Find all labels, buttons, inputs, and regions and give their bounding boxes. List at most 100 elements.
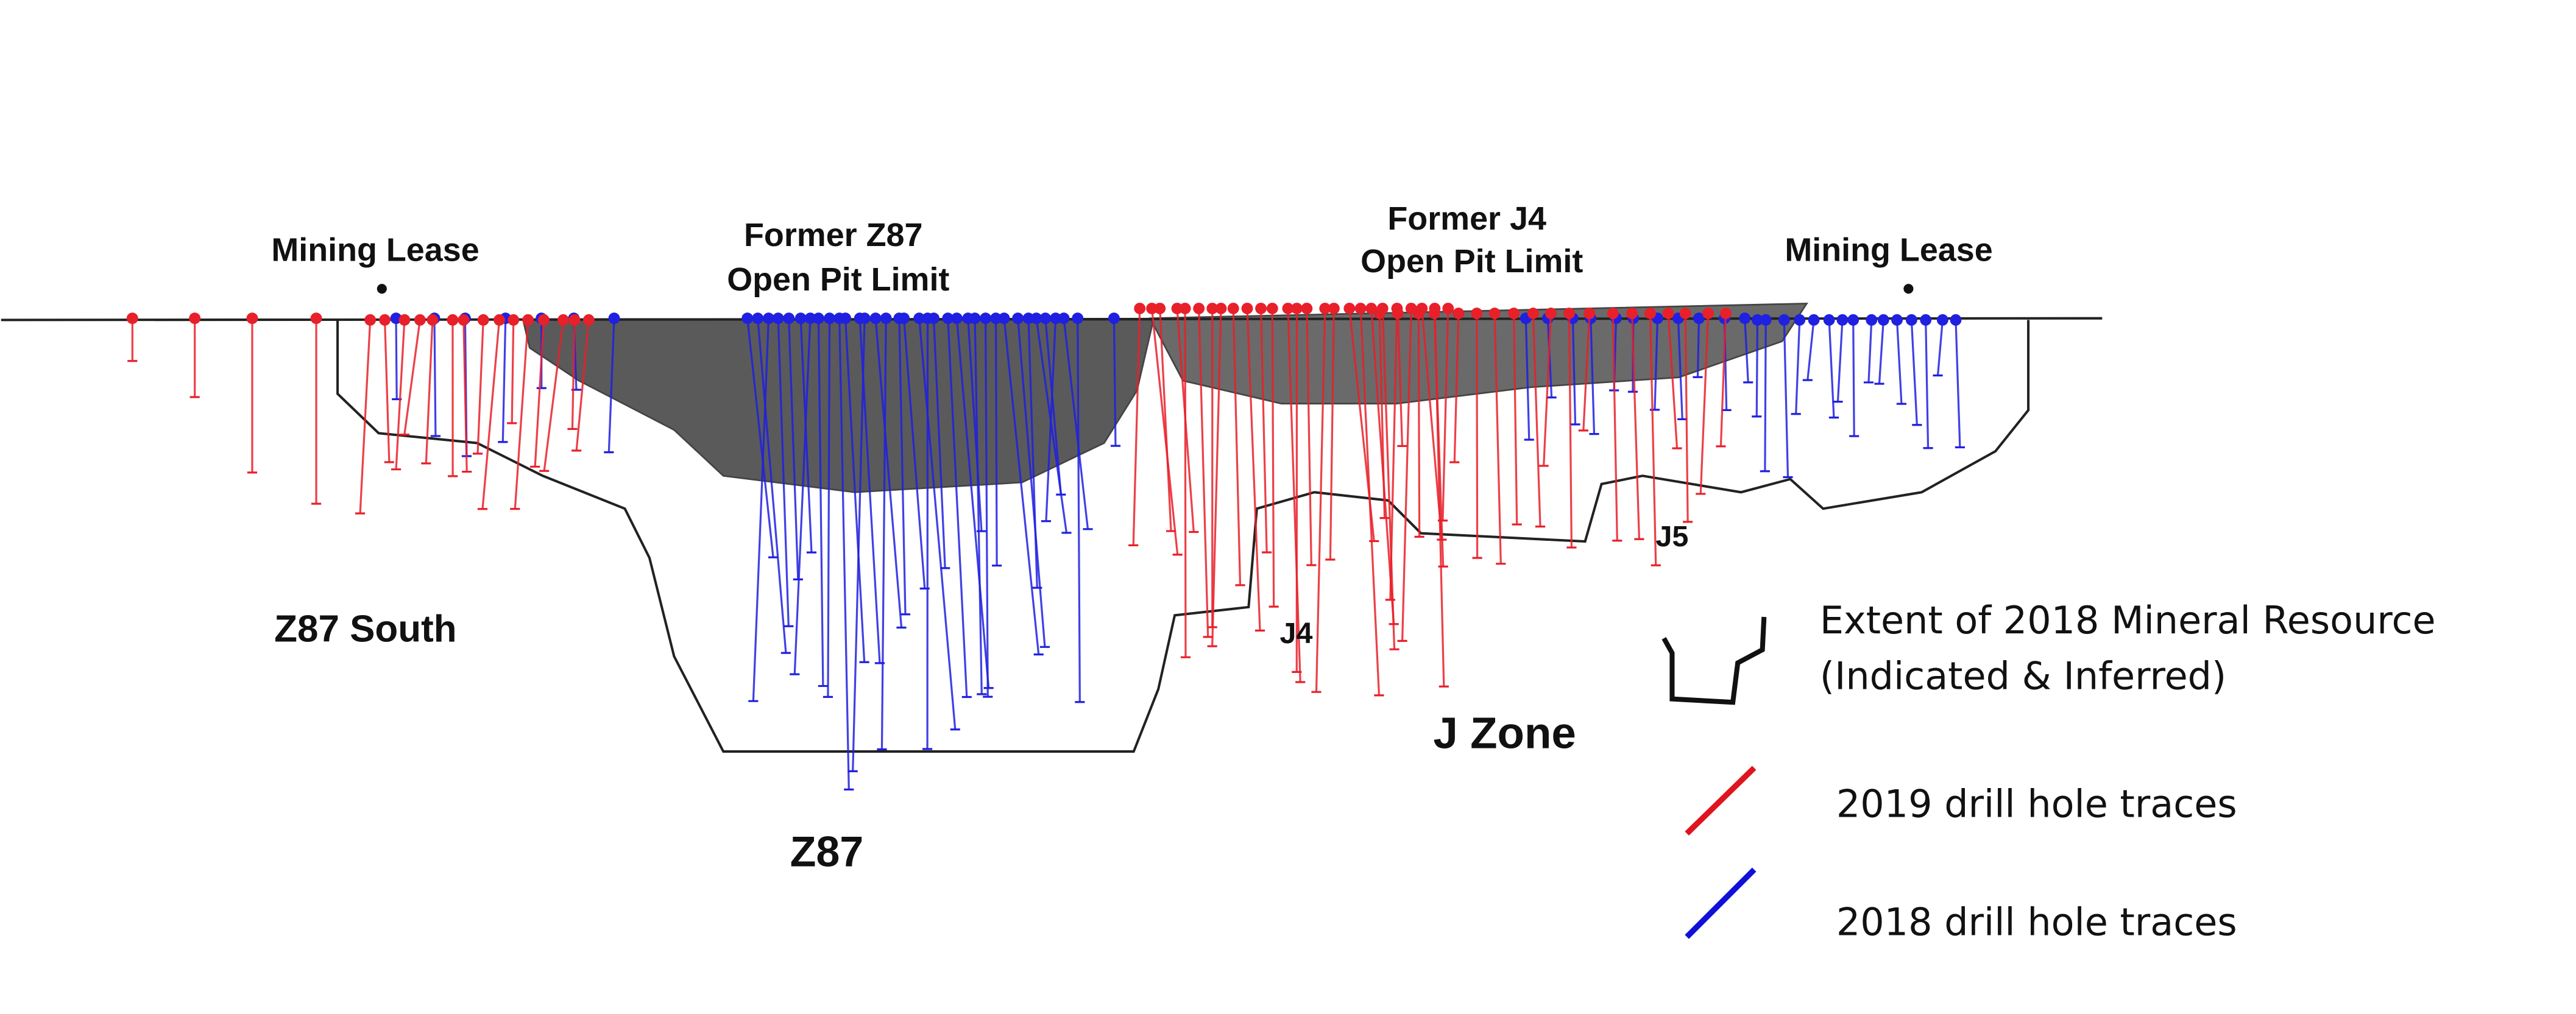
drill-hole-collar xyxy=(1227,303,1239,314)
drill-hole-trace xyxy=(575,320,590,451)
drill-hole-trace xyxy=(752,318,770,702)
drill-hole-collar xyxy=(913,312,925,325)
drill-hole-trace xyxy=(1677,318,1683,420)
drill-hole-collar xyxy=(969,312,981,325)
drill-hole-collar xyxy=(1291,303,1303,314)
drill-hole-trace xyxy=(1417,313,1421,537)
drill-hole-collar xyxy=(189,312,201,325)
drill-hole-collar xyxy=(763,312,774,325)
drill-hole-trace xyxy=(1442,308,1449,521)
drill-hole-collar xyxy=(1847,314,1859,326)
drill-hole-collar xyxy=(1050,312,1062,325)
drill-hole-collar xyxy=(741,312,754,325)
drill-hole-collar xyxy=(1920,314,1932,326)
drill-hole-collar xyxy=(1662,308,1674,320)
drill-hole-trace xyxy=(1287,308,1301,683)
drill-hole-collar xyxy=(783,312,795,325)
drill-hole-collar xyxy=(1373,308,1385,320)
drill-hole-trace xyxy=(1667,313,1679,449)
drill-hole-collar xyxy=(1752,314,1763,326)
drill-hole-trace xyxy=(1246,308,1261,631)
drill-hole-trace xyxy=(1271,308,1275,607)
drill-hole-trace xyxy=(1329,308,1336,560)
drill-hole-collar xyxy=(522,314,534,326)
drill-hole-collar xyxy=(310,312,322,325)
drill-hole-trace xyxy=(880,318,887,750)
drill-hole-collar xyxy=(794,312,807,325)
drill-hole-trace xyxy=(1571,318,1577,424)
drill-hole-trace xyxy=(395,320,406,470)
drill-hole-trace xyxy=(1955,320,1961,448)
drill-hole-trace xyxy=(1150,308,1179,555)
drill-hole-trace xyxy=(425,320,434,463)
drill-hole-trace xyxy=(974,318,983,694)
drill-hole-trace xyxy=(1359,308,1381,695)
drill-hole-collar xyxy=(1392,308,1404,320)
drill-hole-collar xyxy=(1453,308,1465,320)
drill-hole-trace xyxy=(1878,320,1884,384)
drill-hole-collar xyxy=(1760,314,1772,326)
drill-hole-trace xyxy=(852,318,866,772)
drill-hole-trace xyxy=(534,320,545,467)
drill-hole-collar xyxy=(426,314,439,326)
drill-hole-collar xyxy=(858,312,871,325)
drill-hole-collar xyxy=(1354,303,1367,314)
drill-hole-trace xyxy=(1077,318,1081,702)
drill-hole-collar xyxy=(1488,308,1501,320)
drill-hole-trace xyxy=(1378,313,1386,518)
lease-marker xyxy=(1903,284,1914,294)
drill-hole-trace xyxy=(395,318,398,400)
drill-hole-trace xyxy=(1232,308,1242,585)
drill-hole-collar xyxy=(1702,308,1714,320)
drill-hole-trace xyxy=(1396,313,1404,446)
legend-blue-symbol xyxy=(1685,867,1757,939)
drill-hole-collar xyxy=(1146,303,1158,314)
drill-hole-collar xyxy=(364,314,377,326)
drill-hole-collar xyxy=(246,312,258,325)
drill-hole-collar xyxy=(1808,314,1820,326)
legend-text: Extent of 2018 Mineral Resource xyxy=(1820,598,2436,643)
drill-hole-trace xyxy=(403,320,421,435)
drill-hole-trace xyxy=(1590,318,1596,434)
label: Mining Lease xyxy=(1785,231,1992,268)
resource-outline xyxy=(336,320,2030,753)
drill-hole-trace xyxy=(947,318,968,697)
drill-hole-trace xyxy=(1401,308,1412,641)
drill-hole-trace xyxy=(1582,313,1591,431)
drill-hole-collar xyxy=(1794,314,1806,326)
drill-hole-collar xyxy=(1171,303,1183,314)
drill-hole-trace xyxy=(1513,313,1518,525)
drill-hole-trace xyxy=(1198,308,1209,637)
drill-hole-trace xyxy=(462,320,468,472)
drill-hole-collar xyxy=(1583,308,1596,320)
drill-hole-collar xyxy=(1428,308,1440,320)
drill-hole-collar xyxy=(1039,312,1052,325)
drill-hole-trace xyxy=(383,320,391,462)
drill-hole-trace xyxy=(607,318,615,452)
drill-hole-trace xyxy=(984,318,989,697)
drill-hole-collar xyxy=(1877,314,1889,326)
drill-hole-trace xyxy=(1543,313,1552,467)
drill-hole-trace xyxy=(955,318,990,688)
drill-hole-collar xyxy=(1328,303,1340,314)
drill-hole-collar xyxy=(1644,308,1656,320)
drill-hole-collar xyxy=(1255,303,1267,314)
drill-hole-collar xyxy=(1563,308,1575,320)
drill-hole-collar xyxy=(824,312,835,325)
drill-hole-trace xyxy=(844,318,866,663)
drill-hole-collar xyxy=(1823,314,1835,326)
drill-hole-collar xyxy=(869,312,882,325)
drill-hole-trace xyxy=(746,318,774,558)
drill-hole-trace xyxy=(1654,318,1659,410)
drill-hole-trace xyxy=(994,318,998,566)
drill-hole-trace xyxy=(501,318,507,442)
drill-hole-collar xyxy=(582,314,595,326)
drill-hole-collar xyxy=(1030,312,1042,325)
drill-hole-trace xyxy=(1764,320,1767,471)
drill-hole-collar xyxy=(1739,312,1751,325)
drill-hole-trace xyxy=(1453,313,1460,463)
drill-hole-collar xyxy=(752,312,764,325)
drill-hole-trace xyxy=(874,318,903,628)
drill-hole-collar xyxy=(1936,314,1948,326)
